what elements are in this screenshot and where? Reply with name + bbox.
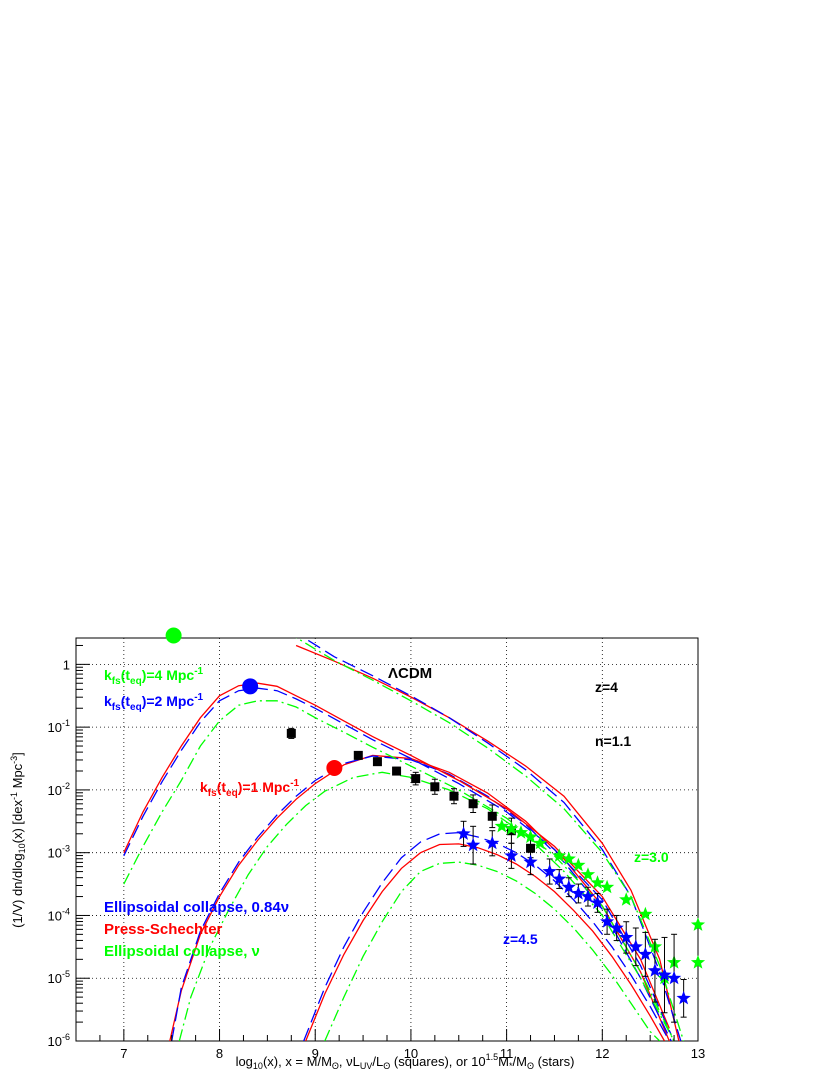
kfs4-label: kfs(teq)=4 Mpc-1 [104, 666, 204, 687]
circle-kfs4 [165, 627, 182, 644]
curve-4 [171, 755, 672, 1041]
star-point-blue [676, 990, 691, 1005]
data-points [165, 627, 706, 1023]
star-point-blue [561, 879, 576, 894]
legend-ellipsoidal-084: Ellipsoidal collapse, 0.84ν [104, 899, 289, 916]
star-point-green [690, 917, 706, 931]
z45-label: z=4.5 [503, 931, 538, 947]
curve-9 [305, 843, 666, 1041]
star-point-blue [647, 963, 663, 977]
star-point-blue [485, 835, 500, 850]
curve-1 [303, 638, 682, 1041]
star-point-green [552, 848, 567, 862]
curve-0 [295, 644, 680, 1041]
y-tick-label: 10-4 [48, 906, 70, 923]
curve-3 [169, 754, 670, 1041]
y-tick-label: 10-2 [48, 781, 70, 798]
x-tick-label: 8 [216, 1046, 223, 1061]
y-tick-label: 10-6 [48, 1032, 70, 1049]
star-point-blue [580, 889, 596, 903]
circle-kfs1 [326, 759, 343, 776]
star-point-green [513, 825, 529, 839]
star-point-blue [456, 826, 471, 840]
star-point-green [571, 857, 586, 872]
circle-kfs2 [242, 678, 259, 695]
square-point [286, 728, 296, 738]
legend-press-schechter: Press-Schechter [104, 921, 223, 938]
n-label: n=1.1 [595, 733, 631, 749]
x-tick-label: 10 [404, 1046, 418, 1061]
star-point-blue [466, 837, 481, 852]
x-tick-label: 11 [500, 1046, 514, 1061]
axes: 7 8 9 10 11 12 13 1 10-1 10-2 10-3 10-4 10-5 10-6 [48, 644, 705, 1061]
star-point-blue [600, 914, 615, 928]
legend-ellipsoidal: Ellipsoidal collapse, ν [104, 943, 260, 960]
x-axis-label: log10(x), x = M/Mʘ, νLUV/Lʘ (squares), o… [236, 1052, 575, 1071]
star-point-green [504, 821, 519, 835]
star-point-green [600, 879, 615, 894]
square-point [526, 843, 536, 853]
star-point-green [590, 875, 605, 889]
square-point [372, 757, 382, 767]
star-point-blue [619, 929, 634, 944]
y-tick-label: 10-1 [48, 718, 70, 735]
star-point-blue [542, 864, 557, 878]
star-point-blue [571, 886, 586, 900]
star-point-green [619, 892, 634, 906]
star-point-green [533, 835, 548, 850]
curves [123, 638, 685, 1041]
star-point-green [523, 829, 538, 844]
z4-label: z=4 [595, 679, 618, 695]
x-tick-label: 12 [595, 1046, 609, 1061]
y-tick-label: 10-5 [48, 969, 70, 986]
star-point-blue [504, 848, 519, 862]
curve-6 [123, 682, 670, 1029]
kfs2-label: kfs(teq)=2 Mpc-1 [104, 692, 204, 713]
star-point-green [638, 906, 653, 921]
square-point [430, 782, 440, 792]
square-point [392, 766, 402, 776]
curve-10 [303, 831, 670, 1041]
star-point-blue [666, 970, 682, 985]
star-point-blue [590, 895, 605, 909]
star-point-blue [609, 920, 624, 935]
square-point [449, 791, 459, 801]
x-tick-label: 9 [312, 1046, 319, 1061]
star-point-blue [638, 946, 653, 961]
square-point [353, 750, 363, 760]
x-tick-label: 13 [691, 1046, 705, 1061]
square-point [411, 774, 421, 784]
star-point-green [690, 955, 706, 969]
star-point-blue [657, 967, 672, 982]
star-point-blue [628, 939, 643, 953]
square-point [487, 811, 497, 821]
curve-11 [324, 861, 661, 1041]
lcdm-label: ΛCDM [388, 665, 432, 682]
y-axis-label: (1/V) dn/dlog10(x) [dex-1 Mpc-3] [9, 752, 27, 928]
star-point-green [494, 818, 509, 833]
curve-7 [123, 687, 672, 1035]
y-tick-label: 1 [63, 657, 70, 672]
star-point-green [580, 867, 596, 881]
z30-label: z=3.0 [634, 849, 669, 865]
square-point [468, 799, 478, 809]
star-point-blue [523, 854, 538, 869]
y-tick-label: 10-3 [48, 844, 70, 861]
star-point-blue [552, 871, 567, 886]
star-point-green [561, 851, 576, 865]
curve-2 [295, 638, 685, 1041]
kfs1-label: kfs(teq)=1 Mpc-1 [200, 778, 300, 799]
curve-5 [178, 771, 675, 1041]
x-tick-label: 7 [120, 1046, 127, 1061]
